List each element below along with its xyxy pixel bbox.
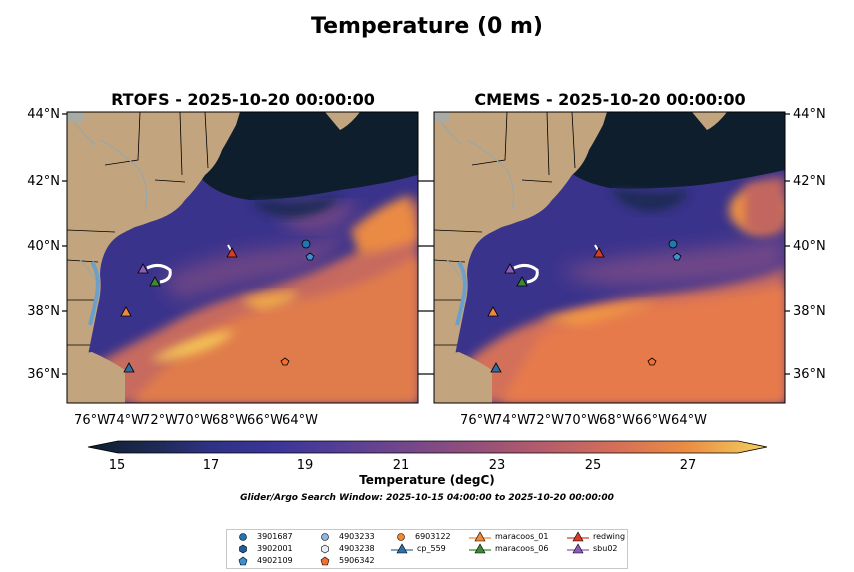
marker-maracoos-01: [120, 306, 132, 317]
legend-label: maracoos_01: [495, 532, 549, 541]
marker-3901687: [301, 239, 311, 249]
legend-label: 4903238: [339, 544, 375, 553]
colorbar-title: Temperature (degC): [359, 473, 495, 487]
legend-label: 4902109: [257, 556, 293, 565]
legend-label: redwing: [593, 532, 626, 541]
marker-sbu02: [137, 263, 149, 274]
lon-axis-left: 76°W74°W72°W 70°W 68°W 66°W 64°W: [74, 413, 318, 428]
lat-tick-label: 40°N: [27, 239, 60, 254]
colorbar-tick-label: 27: [680, 458, 697, 473]
lat-axis-left: 44°N 42°N 40°N 38°N 36°N: [27, 107, 60, 382]
colorbar-tick-label: 17: [203, 458, 220, 473]
lat-tick-label: 36°N: [793, 367, 826, 382]
lon-tick-label: 70°W: [177, 413, 213, 428]
colorbar-ticks: 15 17 19 21 23 25 27: [109, 458, 697, 473]
lat-tick-label: 38°N: [793, 304, 826, 319]
lat-tick-label: 44°N: [793, 107, 826, 122]
legend-marker-icon: [567, 543, 589, 554]
legend-label: 4903233: [339, 532, 375, 541]
colorbar-tick-label: 19: [297, 458, 314, 473]
lat-axis-right: 44°N 42°N 40°N 38°N 36°N: [793, 107, 826, 382]
legend-label: maracoos_06: [495, 544, 549, 553]
legend-marker-icon: [391, 543, 413, 554]
legend-marker-icon: [469, 531, 491, 542]
legend-label: 3902001: [257, 544, 293, 553]
markers-rtofs: [120, 239, 315, 373]
lat-tick-label: 42°N: [27, 174, 60, 189]
marker-4902109: [305, 252, 315, 261]
lon-tick-label: 66°W: [247, 413, 283, 428]
lon-tick-label: 76°W: [460, 413, 496, 428]
legend-label: sbu02: [593, 544, 618, 553]
legend-marker-icon: [469, 543, 491, 554]
lon-tick-label: 66°W: [635, 413, 671, 428]
lat-tick-label: 36°N: [27, 367, 60, 382]
lat-tick-label: 44°N: [27, 107, 60, 122]
legend-label: 5906342: [339, 556, 375, 565]
lon-tick-label: 72°W: [528, 413, 564, 428]
map-panel-cmems: [434, 112, 785, 403]
colorbar-tick-label: 21: [393, 458, 410, 473]
lon-tick-label: 72°W: [142, 413, 178, 428]
panel-title-cmems: CMEMS - 2025-10-20 00:00:00: [474, 90, 746, 109]
colorbar-tick-label: 15: [109, 458, 126, 473]
markers-cmems: [487, 239, 682, 373]
legend: 3901687 3902001 4902109 4903233 4903238 59063…: [226, 529, 628, 569]
legend-marker-icon: [320, 556, 330, 566]
legend-marker-icon: [239, 544, 247, 554]
legend-marker-icon: [567, 531, 589, 542]
colorbar: [87, 440, 768, 454]
marker-cp-559: [123, 362, 135, 373]
colorbar-tick-label: 25: [585, 458, 602, 473]
legend-marker-icon: [321, 544, 329, 554]
legend-marker-icon: [321, 533, 329, 541]
marker-maracoos-06: [149, 276, 161, 287]
figure-title: Temperature (0 m): [311, 14, 543, 39]
lon-tick-label: 68°W: [212, 413, 248, 428]
marker-5906342: [280, 357, 290, 366]
lon-tick-label: 74°W: [108, 413, 144, 428]
search-window-caption: Glider/Argo Search Window: 2025-10-15 04…: [240, 493, 614, 503]
lat-tick-label: 42°N: [793, 174, 826, 189]
lat-tick-label: 40°N: [793, 239, 826, 254]
legend-label: cp_559: [417, 544, 446, 553]
legend-marker-icon: [238, 556, 248, 566]
legend-marker-icon: [397, 533, 405, 541]
legend-label: 3901687: [257, 532, 293, 541]
map-panel-rtofs: [67, 112, 418, 403]
marker-redwing: [226, 247, 238, 258]
lon-tick-label: 68°W: [599, 413, 635, 428]
lon-tick-label: 64°W: [282, 413, 318, 428]
legend-marker-icon: [239, 533, 247, 541]
lon-tick-label: 64°W: [671, 413, 707, 428]
panel-title-rtofs: RTOFS - 2025-10-20 00:00:00: [111, 90, 375, 109]
lon-tick-label: 70°W: [564, 413, 600, 428]
legend-label: 6903122: [415, 532, 451, 541]
colorbar-tick-label: 23: [489, 458, 506, 473]
lat-tick-label: 38°N: [27, 304, 60, 319]
lon-tick-label: 74°W: [494, 413, 530, 428]
lon-tick-label: 76°W: [74, 413, 110, 428]
lon-axis-right: 76°W74°W72°W 70°W 68°W 66°W 64°W: [460, 413, 707, 428]
